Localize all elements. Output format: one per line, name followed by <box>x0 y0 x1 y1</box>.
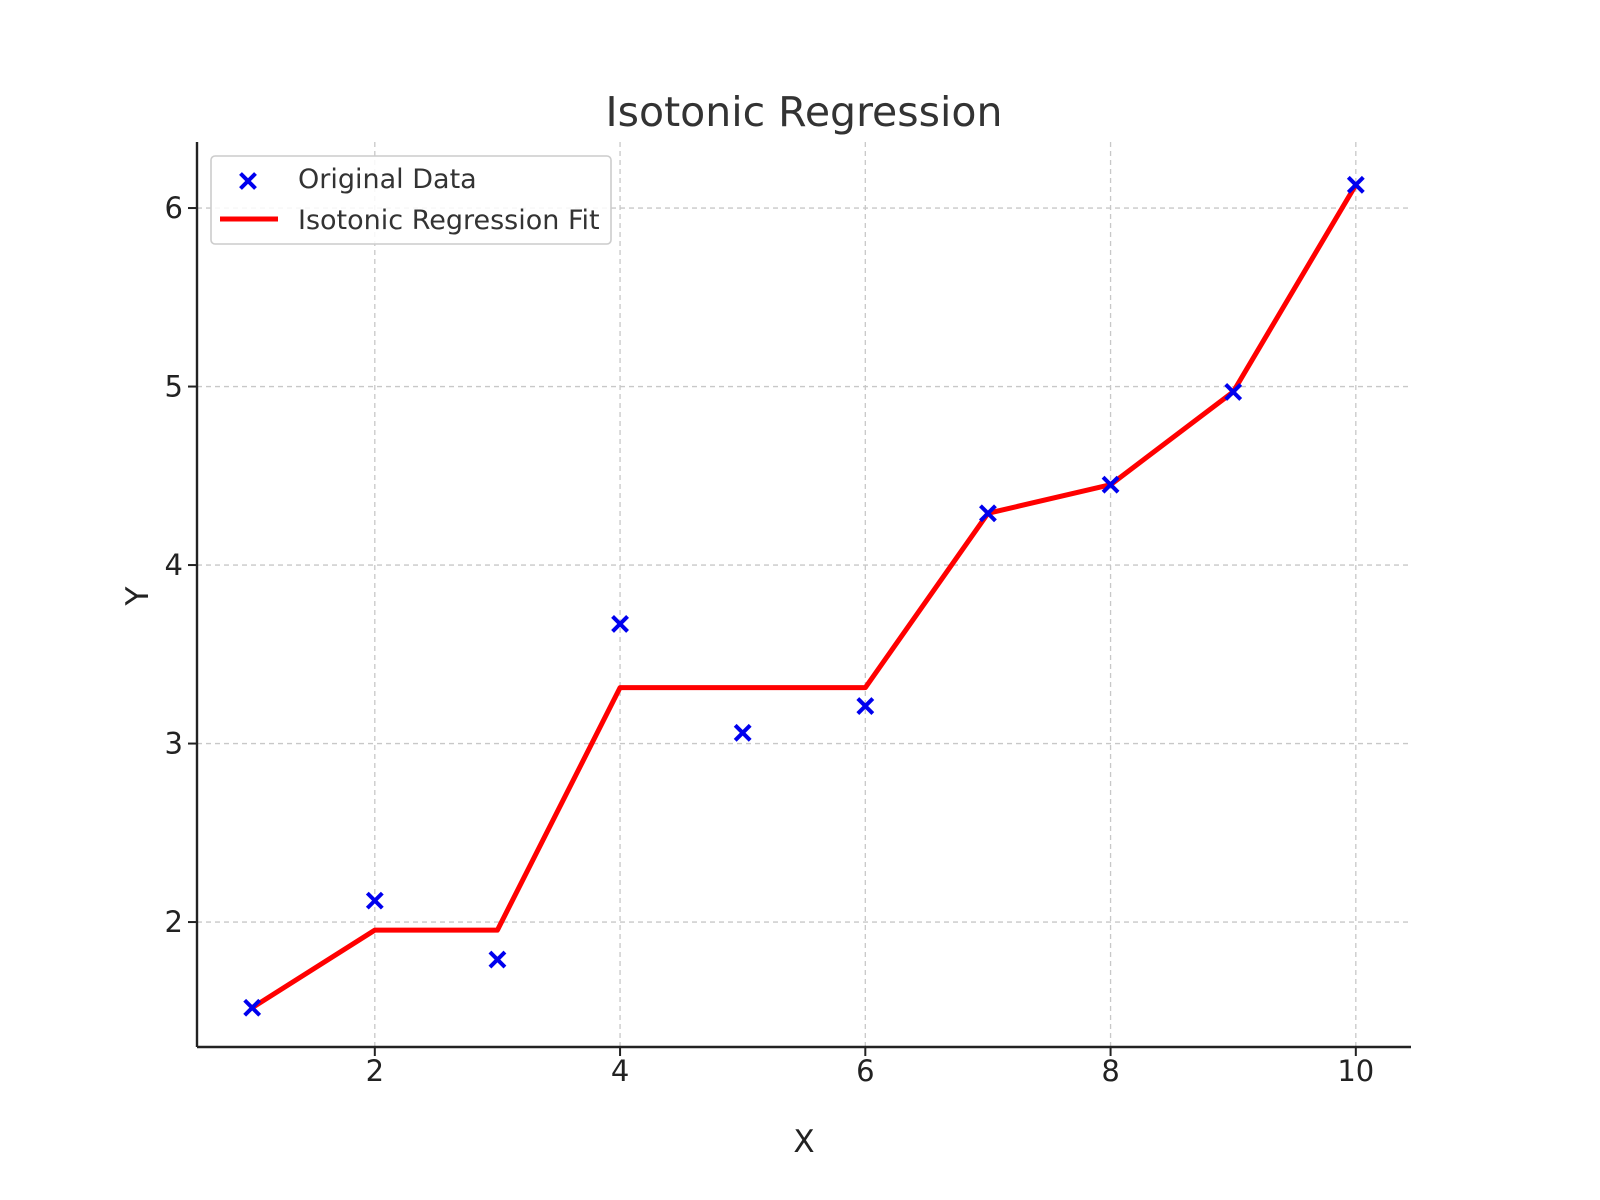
chart-title: Isotonic Regression <box>606 88 1003 136</box>
y-axis-label: Y <box>120 586 156 606</box>
axes <box>195 142 1411 1049</box>
axis-ticks: 2 4 6 8 10 2 3 4 5 6 <box>165 191 1375 1088</box>
data-point <box>979 504 997 523</box>
x-tick-label: 4 <box>611 1054 629 1088</box>
x-tick-label: 8 <box>1101 1054 1119 1088</box>
y-tick-label: 4 <box>165 548 183 582</box>
x-tick-label: 6 <box>856 1054 874 1088</box>
legend: Original Data Isotonic Regression Fit <box>210 155 612 245</box>
legend-marker-x <box>239 172 257 190</box>
plot-series <box>243 175 1365 1017</box>
data-point <box>733 723 752 742</box>
data-point <box>1346 175 1365 194</box>
legend-label-original-data: Original Data <box>298 164 477 195</box>
y-tick-label: 5 <box>165 370 183 404</box>
data-point <box>856 697 875 715</box>
legend-marker-original-data <box>239 172 257 190</box>
data-point <box>243 998 262 1017</box>
x-axis-label: X <box>793 1124 814 1160</box>
x-tick-label: 10 <box>1337 1054 1374 1088</box>
y-tick-label: 3 <box>165 727 183 761</box>
data-point <box>1101 475 1120 494</box>
y-tick-label: 2 <box>165 905 183 939</box>
isotonic-fit-line <box>250 183 1358 1010</box>
data-point <box>365 891 384 910</box>
data-point <box>611 615 629 633</box>
x-tick-label: 2 <box>366 1054 384 1088</box>
grid-lines <box>197 142 1411 1047</box>
data-point <box>1224 382 1243 401</box>
data-point <box>488 950 507 969</box>
legend-label-isotonic-fit: Isotonic Regression Fit <box>298 205 600 236</box>
y-tick-label: 6 <box>165 191 183 225</box>
legend-box <box>210 155 612 245</box>
